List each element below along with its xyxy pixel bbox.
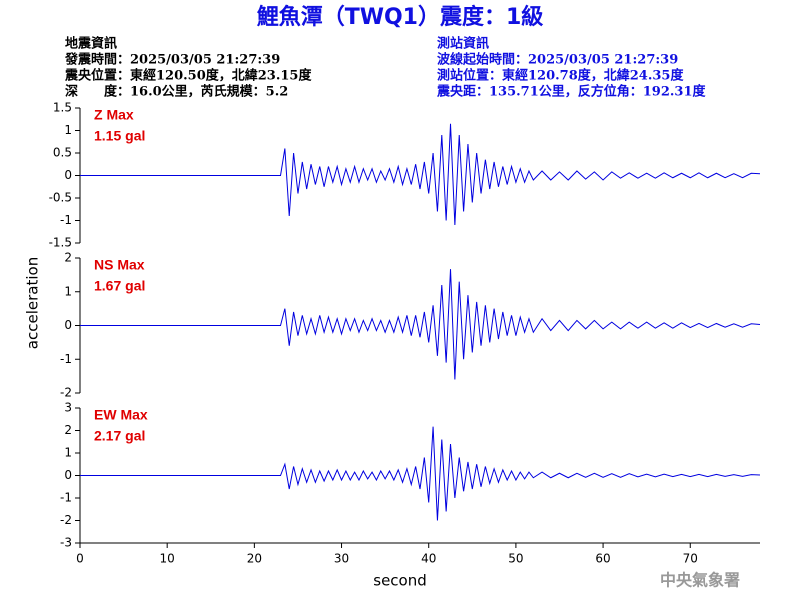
y-tick-label: 0 (64, 168, 72, 182)
quake-info: 震央位置：東經120.50度，北緯23.15度 (64, 68, 312, 84)
waveform (80, 123, 761, 226)
y-tick-label: 1 (64, 284, 72, 298)
y-tick-label: 2 (64, 251, 72, 265)
title: 鯉魚潭（TWQ1）震度：1級 (257, 4, 544, 30)
x-tick-label: 10 (160, 552, 175, 566)
y-tick-label: 1.5 (53, 101, 72, 115)
component-label: Z Max (94, 107, 134, 123)
y-tick-label: -2 (60, 386, 72, 400)
y-tick-label: 1 (64, 446, 72, 460)
x-tick-label: 30 (334, 552, 349, 566)
x-tick-label: 60 (595, 552, 610, 566)
x-tick-label: 50 (508, 552, 523, 566)
y-tick-label: -2 (60, 513, 72, 527)
quake-info: 地震資訊 (65, 36, 117, 52)
waveform (80, 269, 761, 380)
y-tick-label: -1.5 (49, 236, 72, 250)
y-axis-label: acceleration (24, 257, 42, 349)
quake-info: 發震時間：2025/03/05 21:27:39 (64, 52, 280, 68)
max-label: 1.15 gal (94, 128, 145, 144)
y-tick-label: 1 (64, 123, 72, 137)
x-tick-label: 20 (247, 552, 262, 566)
y-tick-label: 3 (64, 401, 72, 415)
station-info: 震央距：135.71公里，反方位角：192.31度 (436, 84, 707, 100)
x-axis-label: second (373, 572, 427, 590)
station-info: 測站資訊 (437, 36, 489, 52)
waveform (80, 426, 761, 521)
y-tick-label: 0 (64, 468, 72, 482)
x-tick-label: 40 (421, 552, 436, 566)
station-info: 測站位置：東經120.78度，北緯24.35度 (437, 68, 684, 84)
y-tick-label: -3 (60, 536, 72, 550)
max-label: 2.17 gal (94, 428, 145, 444)
y-tick-label: -0.5 (49, 191, 72, 205)
component-label: NS Max (94, 257, 145, 273)
watermark: 中央氣象署 (660, 571, 740, 590)
max-label: 1.67 gal (94, 278, 145, 294)
x-tick-label: 70 (683, 552, 698, 566)
y-tick-label: 0 (64, 318, 72, 332)
x-tick-label: 0 (76, 552, 84, 566)
y-tick-label: 0.5 (53, 146, 72, 160)
y-tick-label: -1 (60, 352, 72, 366)
y-tick-label: -1 (60, 213, 72, 227)
quake-info: 深 度：16.0公里，芮氏規模：5.2 (65, 84, 288, 100)
y-tick-label: -1 (60, 491, 72, 505)
component-label: EW Max (94, 407, 148, 423)
y-tick-label: 2 (64, 423, 72, 437)
station-info: 波線起始時間：2025/03/05 21:27:39 (437, 52, 678, 68)
